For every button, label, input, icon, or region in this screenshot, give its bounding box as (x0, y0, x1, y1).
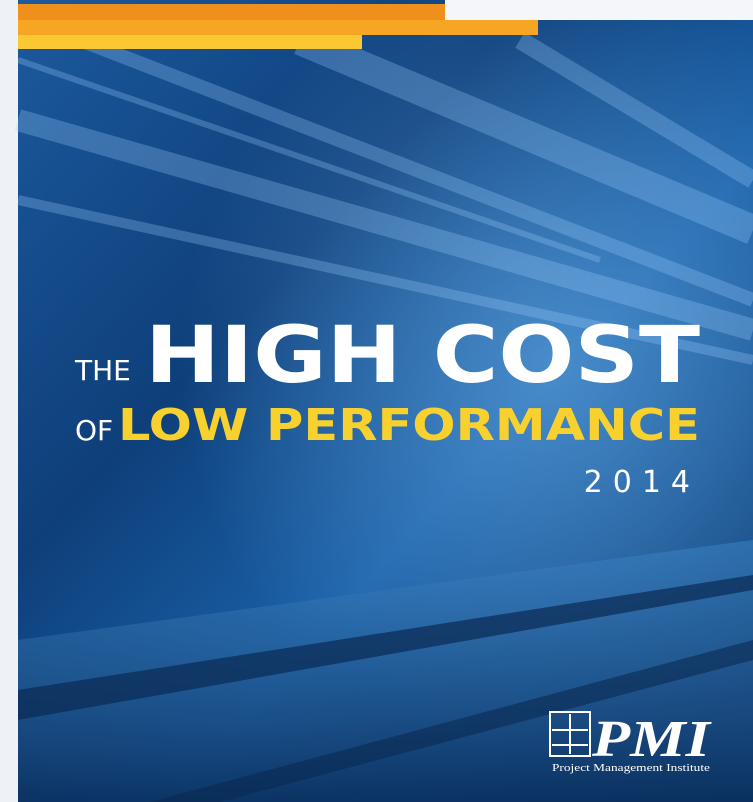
year: 2014 (584, 465, 700, 500)
subtitle-prefix: OF (75, 414, 113, 447)
accent-bar (18, 35, 362, 49)
title-prefix: THE (74, 354, 131, 387)
top-margin (445, 0, 753, 20)
logo-name: Project Management Institute (552, 762, 710, 774)
accent-bar (18, 20, 538, 35)
page: THE HIGH COST OF LOW PERFORMANCE 2014 PM… (0, 0, 753, 802)
logo-mark: PMI (591, 711, 712, 768)
subtitle-main: LOW PERFORMANCE (118, 400, 700, 451)
report-cover: THE HIGH COST OF LOW PERFORMANCE 2014 PM… (0, 0, 753, 802)
title-main: HIGH COST (145, 311, 700, 401)
accent-bar (18, 4, 445, 20)
margin-strip (0, 0, 18, 802)
